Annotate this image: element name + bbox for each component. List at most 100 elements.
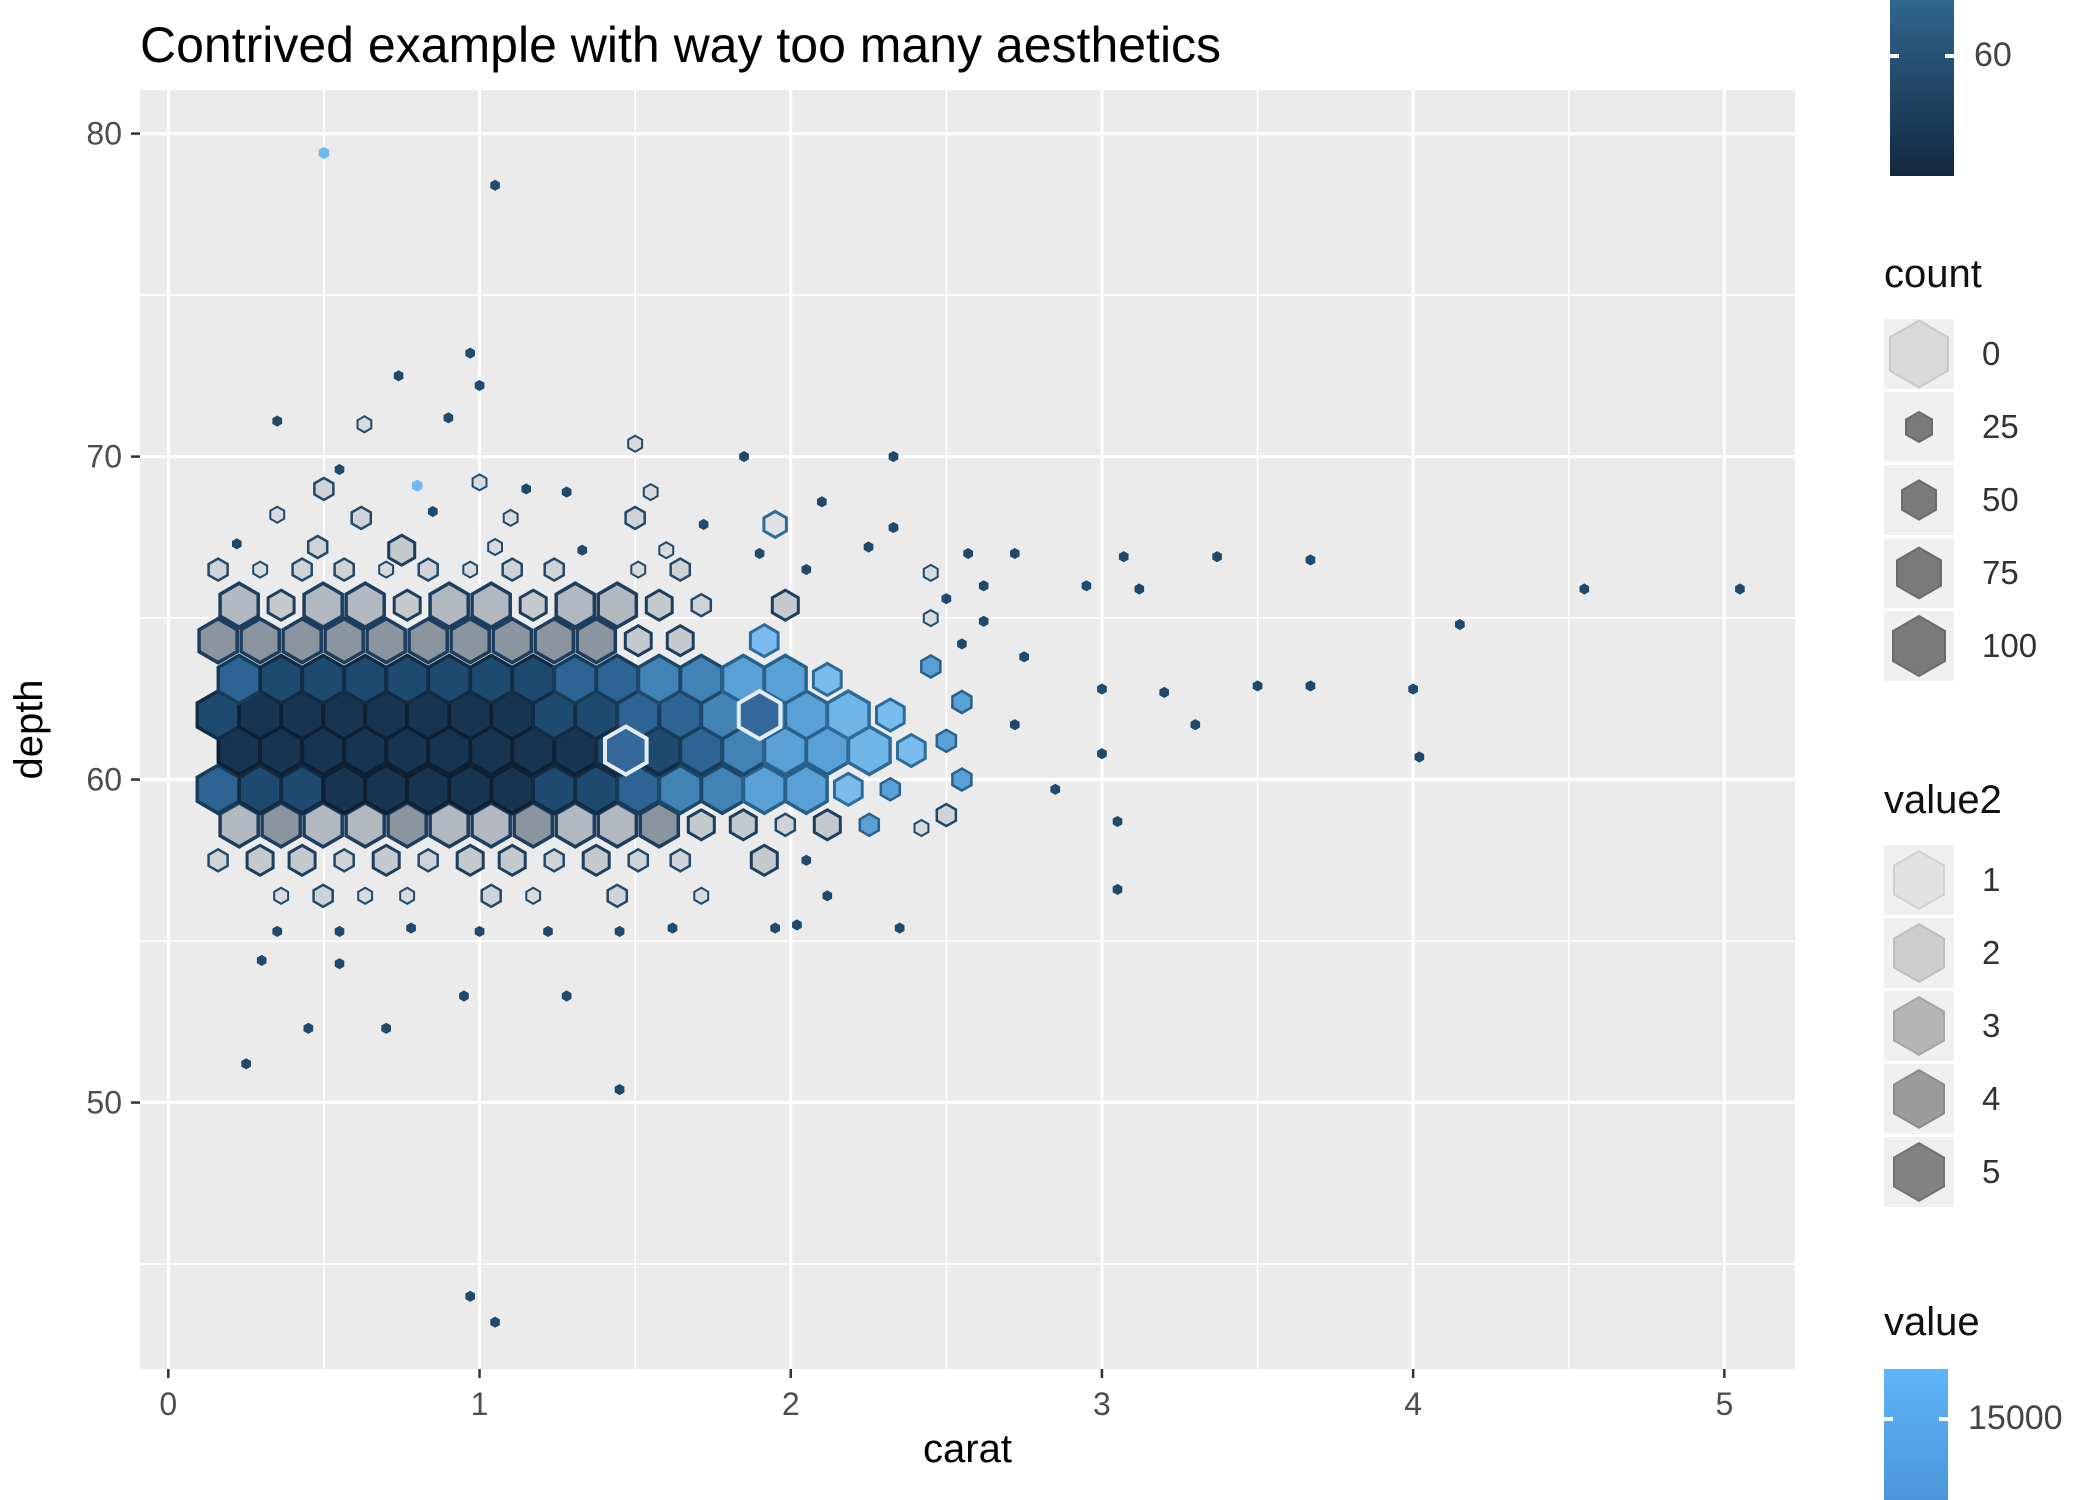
hex-bin	[941, 593, 952, 605]
hex-bin	[669, 557, 692, 583]
hex-bin	[978, 615, 989, 627]
hex-bin	[627, 434, 644, 453]
hex-bin	[241, 1058, 251, 1070]
hex-bin	[888, 451, 899, 463]
hex-bin	[1081, 580, 1092, 592]
hex-bin	[1097, 748, 1107, 760]
hex-bin	[606, 883, 629, 909]
hex-bin	[239, 616, 281, 665]
hex-bin	[1050, 783, 1061, 795]
hex-bin	[197, 616, 239, 665]
hex-bin	[356, 415, 373, 434]
hex-bin	[624, 505, 646, 531]
hex-bin	[407, 616, 449, 665]
hex-bin	[858, 812, 881, 838]
hex-bin	[474, 379, 485, 392]
hex-bin	[762, 509, 788, 540]
hex-bin	[575, 616, 618, 665]
hex-bin	[1112, 883, 1123, 895]
hex-bin	[428, 581, 470, 630]
hex-bin	[748, 622, 780, 659]
hex-bin	[393, 370, 404, 382]
hex-bin	[291, 557, 313, 583]
chart-title: Contrived example with way too many aest…	[140, 17, 1221, 73]
hex-bin	[698, 518, 709, 530]
hex-bin	[812, 808, 842, 842]
hex-bin	[1010, 719, 1020, 731]
x-axis: 0 1 2 3 4 5	[159, 1369, 1733, 1422]
hex-bin	[491, 616, 534, 665]
hex-bin	[357, 886, 374, 905]
hex-bin	[266, 588, 296, 622]
hex-bin	[875, 697, 906, 733]
hex-bin	[1735, 583, 1745, 595]
hex-bin	[365, 616, 407, 665]
hex-bin	[455, 843, 485, 878]
hex-bin	[543, 925, 553, 937]
hex-bin	[561, 486, 572, 498]
hex-bin	[459, 990, 469, 1002]
hex-bin	[1190, 719, 1201, 731]
hex-bin	[623, 623, 653, 658]
hex-bin	[497, 843, 527, 878]
hex-bin	[269, 505, 286, 524]
hex-bin	[256, 954, 267, 966]
hex-bin	[888, 522, 899, 534]
y-axis-title: depth	[7, 679, 51, 779]
hex-bin	[596, 581, 639, 630]
hex-bin	[218, 581, 260, 630]
hex-bin	[603, 724, 649, 777]
hex-bin	[817, 496, 827, 508]
x-tick-label: 5	[1715, 1386, 1733, 1422]
hex-bin	[502, 508, 519, 528]
hex-bin	[922, 563, 939, 583]
hex-bin	[306, 534, 329, 560]
hex-bin	[272, 415, 283, 427]
hex-bin	[287, 843, 317, 878]
hex-bin	[465, 1290, 475, 1302]
hex-bin	[384, 653, 430, 706]
hex-bin	[811, 661, 843, 698]
hex-bin	[426, 653, 472, 706]
hex-bin	[245, 843, 275, 878]
hex-bin	[554, 581, 597, 630]
hex-bin	[920, 654, 942, 679]
hex-bin	[935, 728, 958, 754]
hex-bin	[614, 925, 625, 937]
hex-bin	[1305, 554, 1316, 566]
hex-bin	[614, 1084, 625, 1096]
hex-bin	[1212, 551, 1222, 563]
hex-bin	[443, 412, 454, 424]
hex-bin	[313, 476, 335, 502]
hex-bin	[480, 883, 502, 909]
hex-bin	[378, 560, 395, 579]
hex-bin	[792, 919, 802, 931]
hex-bin	[303, 1022, 314, 1034]
hex-bin	[667, 922, 678, 934]
hex-bin	[412, 479, 423, 492]
hex-bin	[1097, 683, 1107, 695]
hex-bin	[392, 588, 422, 622]
hex-bin	[913, 818, 930, 838]
hex-bin	[518, 588, 548, 622]
hex-bin	[465, 347, 475, 359]
hex-bin	[381, 1022, 391, 1034]
hex-bin	[232, 538, 242, 550]
hex-bin	[951, 689, 973, 715]
hex-bin	[825, 688, 871, 742]
hex-bin	[630, 560, 647, 579]
hex-bin	[323, 616, 365, 665]
hex-bin	[879, 776, 902, 802]
hex-bin	[302, 581, 344, 630]
hex-bin	[1010, 547, 1020, 560]
hex-bin	[801, 564, 812, 576]
hex-bin	[1019, 651, 1029, 663]
hex-bin	[428, 505, 438, 518]
x-tick-label: 2	[782, 1386, 800, 1422]
y-tick-label: 50	[86, 1085, 122, 1121]
hex-bin	[1414, 751, 1425, 763]
hex-bin	[762, 653, 808, 706]
hex-bin	[521, 483, 531, 495]
hex-bin	[552, 653, 598, 706]
